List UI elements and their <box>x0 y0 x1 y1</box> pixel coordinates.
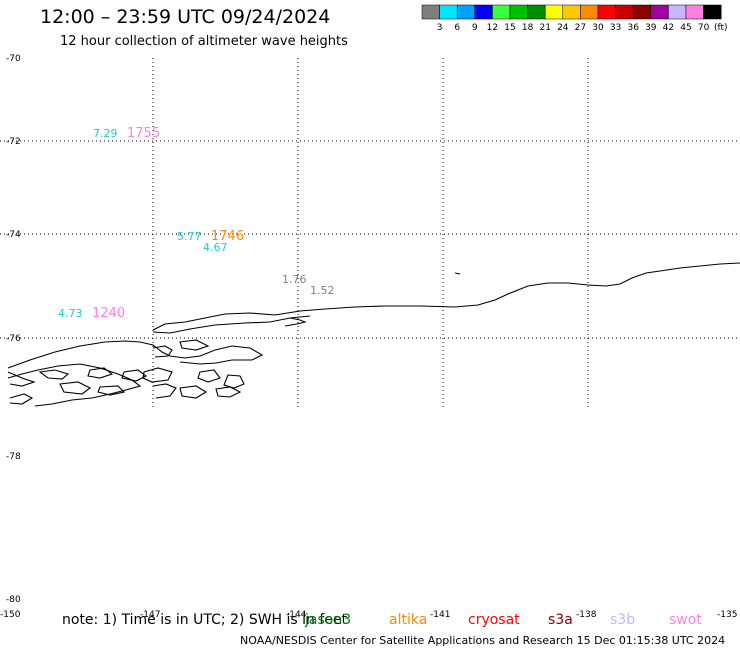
colorbar-swatch <box>668 4 687 20</box>
colorbar-swatch <box>474 4 493 20</box>
colorbar-tick-label: 6 <box>454 23 460 33</box>
obs-swh-label: 4.67 <box>203 241 228 254</box>
lon-label: -138 <box>576 610 597 620</box>
colorbar-tick-label: 3 <box>437 23 443 33</box>
colorbar-swatch <box>580 4 599 20</box>
footer-credit: NOAA/NESDIS Center for Satellite Applica… <box>240 634 726 647</box>
colorbar-swatch <box>527 4 546 20</box>
colorbar-tick-label: 42 <box>663 23 674 33</box>
satellite-legend-jason3: jason3 <box>305 612 352 628</box>
obs-swh-label: 1.76 <box>282 273 307 286</box>
obs-time-label: 1746 <box>211 229 244 244</box>
lat-label: -80 <box>6 595 21 605</box>
colorbar-swatch <box>597 4 616 20</box>
satellite-legend-cryosat: cryosat <box>468 612 520 628</box>
colorbar-tick-label: 9 <box>472 23 478 33</box>
coastline <box>7 262 740 407</box>
lat-label: -70 <box>6 54 21 64</box>
colorbar-tick-label: 30 <box>592 23 604 33</box>
colorbar-swatch <box>421 4 440 20</box>
obs-swh-label: 7.29 <box>93 127 118 140</box>
colorbar-swatch <box>509 4 528 20</box>
colorbar-tick-label: 39 <box>645 23 657 33</box>
satellite-legend-swot: swot <box>669 612 702 628</box>
obs-swh-label: 5.77 <box>177 230 202 243</box>
lat-label: -74 <box>6 230 21 240</box>
note-text: note: 1) Time is in UTC; 2) SWH is in fe… <box>62 612 348 628</box>
lat-label: -72 <box>6 137 21 147</box>
colorbar-swatch <box>703 4 722 20</box>
satellite-legend-altika: altika <box>389 612 428 628</box>
colorbar-unit-label: (ft) <box>714 23 728 33</box>
colorbar-tick-label: 21 <box>539 23 550 33</box>
lon-label: -141 <box>430 610 450 620</box>
lat-label: -76 <box>6 334 21 344</box>
lon-label: -144 <box>286 610 307 620</box>
colorbar-tick-label: 18 <box>522 23 534 33</box>
colorbar: 3 6 9 12 15 18 21 24 27 30 33 36 39 42 45 70 <box>421 4 722 33</box>
colorbar-swatch <box>439 4 458 20</box>
lon-label: -150 <box>0 610 21 620</box>
lon-label: -147 <box>140 610 160 620</box>
colorbar-swatch <box>492 4 511 20</box>
colorbar-swatch <box>632 4 652 20</box>
colorbar-swatch <box>615 4 634 20</box>
colorbar-tick-label: 15 <box>504 23 515 33</box>
page-subtitle: 12 hour collection of altimeter wave hei… <box>60 34 348 49</box>
longitude-labels: -150 -147 -144 -141 -138 -135 <box>0 610 737 620</box>
latitude-labels: -70 -72 -74 -76 -78 -80 <box>6 54 21 605</box>
colorbar-tick-label: 36 <box>627 23 639 33</box>
lon-label: -135 <box>717 610 737 620</box>
colorbar-tick-label: 24 <box>557 23 569 33</box>
obs-time-label: 1240 <box>92 306 125 321</box>
gridlines <box>0 58 740 408</box>
colorbar-tick-label: 27 <box>575 23 586 33</box>
satellite-legend-s3b: s3b <box>610 612 636 628</box>
colorbar-swatch <box>685 4 704 20</box>
colorbar-swatch <box>562 4 581 20</box>
obs-time-label: 1755 <box>127 126 160 141</box>
colorbar-tick-label: 33 <box>610 23 621 33</box>
colorbar-tick-label: 12 <box>487 23 498 33</box>
satellite-legend-s3a: s3a <box>548 612 573 628</box>
colorbar-tick-label: 70 <box>698 23 710 33</box>
wave-height-observations: 7.29 1755 5.77 1746 4.67 1.76 1.52 4.73 … <box>58 126 335 321</box>
colorbar-swatch <box>456 4 476 20</box>
obs-swh-label: 1.52 <box>310 284 335 297</box>
obs-swh-label: 4.73 <box>58 307 83 320</box>
colorbar-swatch <box>544 4 564 20</box>
colorbar-swatch <box>650 4 669 20</box>
lat-label: -78 <box>6 452 21 462</box>
page-title: 12:00 – 23:59 UTC 09/24/2024 <box>40 6 331 28</box>
colorbar-tick-label: 45 <box>680 23 691 33</box>
